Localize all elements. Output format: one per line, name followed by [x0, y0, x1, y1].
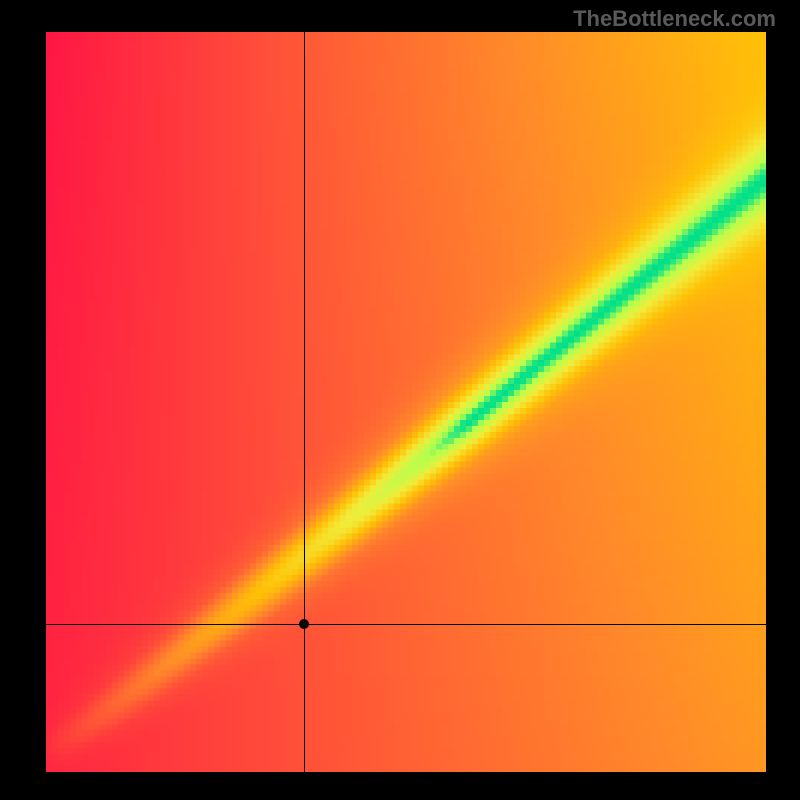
plot-area	[46, 32, 766, 772]
crosshair-horizontal	[46, 624, 766, 625]
crosshair-vertical	[304, 32, 305, 772]
heatmap-canvas	[46, 32, 766, 772]
chart-container: TheBottleneck.com	[0, 0, 800, 800]
watermark-text: TheBottleneck.com	[573, 6, 776, 32]
crosshair-marker	[299, 619, 309, 629]
